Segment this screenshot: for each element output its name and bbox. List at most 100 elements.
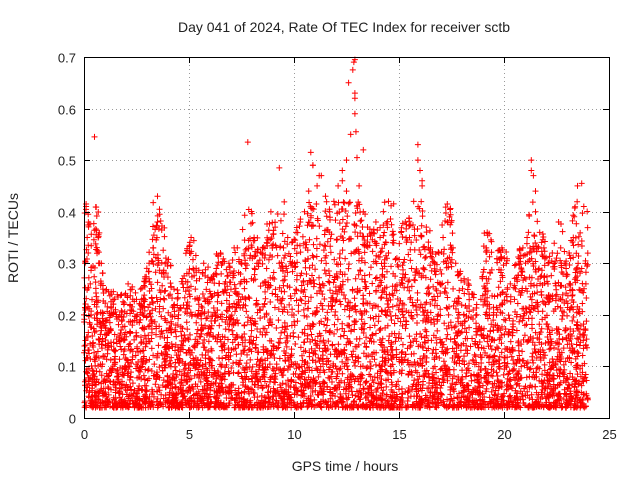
data-point xyxy=(575,260,582,267)
data-point xyxy=(539,252,546,259)
data-point xyxy=(334,236,341,243)
data-point xyxy=(386,291,393,298)
data-point xyxy=(199,291,206,298)
data-point xyxy=(296,223,303,230)
data-point xyxy=(262,295,269,302)
data-point xyxy=(92,240,99,247)
data-point xyxy=(488,346,495,353)
data-point xyxy=(516,383,523,390)
data-point xyxy=(410,302,417,309)
data-point xyxy=(126,376,133,383)
data-point xyxy=(493,369,500,376)
data-point xyxy=(115,321,122,328)
data-point xyxy=(303,313,310,320)
data-point xyxy=(373,274,380,281)
data-point xyxy=(173,333,180,340)
data-point xyxy=(106,292,113,299)
data-point xyxy=(294,318,301,325)
data-point xyxy=(232,387,239,394)
data-point xyxy=(417,232,424,239)
data-point xyxy=(197,333,204,340)
data-point xyxy=(321,295,328,302)
data-point xyxy=(250,389,257,396)
data-point xyxy=(224,272,231,279)
data-point xyxy=(534,218,541,225)
data-point xyxy=(379,308,386,315)
data-point xyxy=(341,199,348,206)
data-point xyxy=(584,224,591,231)
data-point xyxy=(342,223,349,230)
data-point xyxy=(336,220,343,227)
data-point xyxy=(384,268,391,275)
data-point xyxy=(427,276,434,283)
data-point xyxy=(369,280,376,287)
data-point xyxy=(448,263,455,270)
data-point xyxy=(241,237,248,244)
data-point xyxy=(377,295,384,302)
data-point xyxy=(237,357,244,364)
data-point xyxy=(316,274,323,281)
data-point xyxy=(456,287,463,294)
data-point xyxy=(369,248,376,255)
data-point xyxy=(320,367,327,374)
data-point xyxy=(346,313,353,320)
data-point xyxy=(437,306,444,313)
data-point xyxy=(100,310,107,317)
data-point xyxy=(339,358,346,365)
data-point xyxy=(451,335,458,342)
data-point xyxy=(393,334,400,341)
data-point xyxy=(438,270,445,277)
data-point xyxy=(269,290,276,297)
data-point xyxy=(275,339,282,346)
data-point xyxy=(156,364,163,371)
data-point xyxy=(279,230,286,237)
data-point xyxy=(559,228,566,235)
data-point xyxy=(309,252,316,259)
data-point xyxy=(273,324,280,331)
data-point xyxy=(437,366,444,373)
data-point xyxy=(437,290,444,297)
data-point xyxy=(458,301,465,308)
data-point xyxy=(201,336,208,343)
data-point xyxy=(580,326,587,333)
data-point xyxy=(181,294,188,301)
data-point xyxy=(374,227,381,234)
data-point xyxy=(481,285,488,292)
data-point xyxy=(375,313,382,320)
data-point xyxy=(583,318,590,325)
data-point xyxy=(376,254,383,261)
data-point xyxy=(423,347,430,354)
data-point xyxy=(429,254,436,261)
data-point xyxy=(140,372,147,379)
data-point xyxy=(258,382,265,389)
data-point xyxy=(224,308,231,315)
data-point xyxy=(439,391,446,398)
data-point xyxy=(524,288,531,295)
data-point xyxy=(561,327,568,334)
data-point xyxy=(346,261,353,268)
data-point xyxy=(378,376,385,383)
data-point xyxy=(228,365,235,372)
data-point xyxy=(570,212,577,219)
data-point xyxy=(357,381,364,388)
data-point xyxy=(420,265,427,272)
data-point xyxy=(167,280,174,287)
data-point xyxy=(327,249,334,256)
data-point xyxy=(497,278,504,285)
data-point xyxy=(559,336,566,343)
data-point xyxy=(531,233,538,240)
data-point xyxy=(327,287,334,294)
data-point xyxy=(569,217,576,224)
data-point xyxy=(442,210,449,217)
data-point xyxy=(357,267,364,274)
data-point xyxy=(312,402,319,409)
data-point xyxy=(383,369,390,376)
data-point xyxy=(514,300,521,307)
data-point xyxy=(509,326,516,333)
data-point xyxy=(305,305,312,312)
data-point xyxy=(296,242,303,249)
data-point xyxy=(283,343,290,350)
data-point xyxy=(91,273,98,280)
data-point xyxy=(579,369,586,376)
